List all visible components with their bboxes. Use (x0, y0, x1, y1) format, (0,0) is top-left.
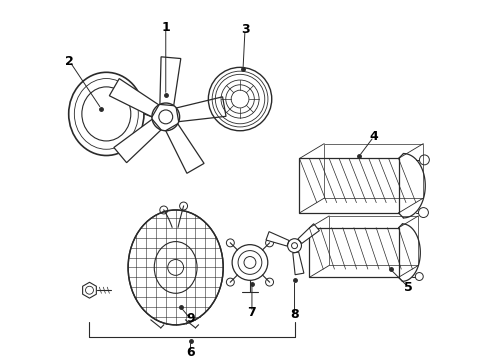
Polygon shape (114, 119, 161, 163)
Text: 5: 5 (404, 281, 413, 294)
Polygon shape (83, 282, 97, 298)
Ellipse shape (154, 242, 197, 293)
Polygon shape (298, 224, 319, 243)
Polygon shape (176, 97, 226, 122)
Text: 8: 8 (290, 309, 299, 321)
Text: 3: 3 (241, 23, 249, 36)
Text: 7: 7 (247, 306, 256, 319)
Polygon shape (166, 124, 204, 173)
Text: 1: 1 (161, 21, 170, 34)
Text: 6: 6 (186, 346, 195, 359)
Text: 9: 9 (186, 312, 195, 325)
Text: 2: 2 (65, 55, 74, 68)
Polygon shape (160, 57, 181, 105)
Polygon shape (266, 231, 289, 246)
Text: 4: 4 (369, 130, 378, 143)
Polygon shape (293, 252, 304, 275)
Ellipse shape (128, 210, 223, 325)
Polygon shape (109, 78, 159, 117)
